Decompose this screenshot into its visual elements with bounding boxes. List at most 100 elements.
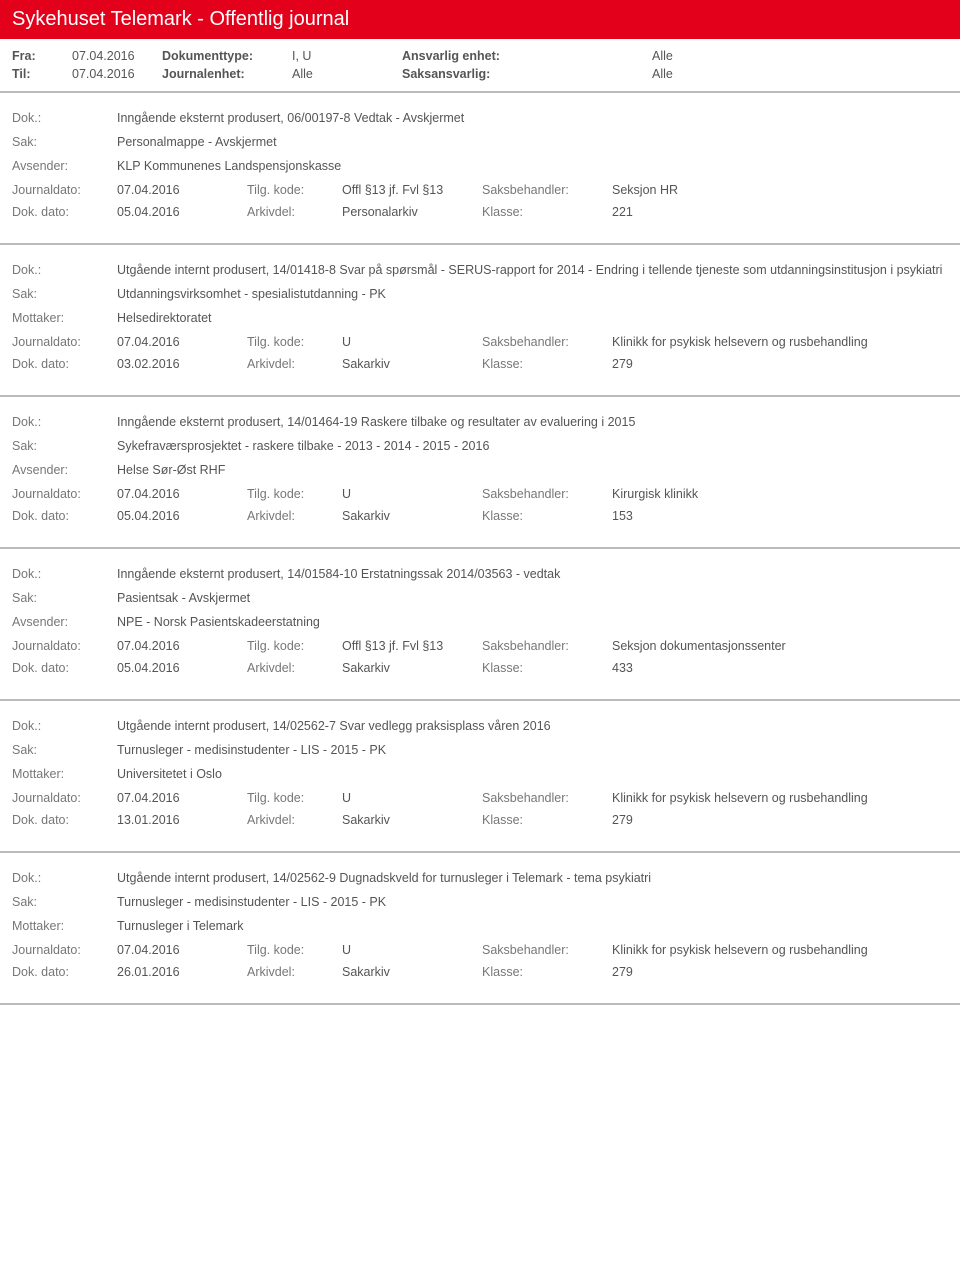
tilgkode-label: Tilg. kode: xyxy=(247,487,342,501)
journal-entry: Dok.: Inngående eksternt produsert, 14/0… xyxy=(0,397,960,549)
dok-label: Dok.: xyxy=(12,871,117,885)
dokdato-value: 05.04.2016 xyxy=(117,509,247,523)
sak-label: Sak: xyxy=(12,135,117,149)
klasse-value: 279 xyxy=(612,357,948,371)
arkivdel-label: Arkivdel: xyxy=(247,357,342,371)
ansvarlig-value: Alle xyxy=(652,49,673,63)
dokdato-value: 05.04.2016 xyxy=(117,205,247,219)
tilgkode-value: U xyxy=(342,943,482,957)
arkivdel-value: Sakarkiv xyxy=(342,509,482,523)
saksbehandler-value: Seksjon HR xyxy=(612,183,948,197)
journaldato-label: Journaldato: xyxy=(12,183,117,197)
tilgkode-label: Tilg. kode: xyxy=(247,791,342,805)
journaldato-label: Journaldato: xyxy=(12,943,117,957)
arkivdel-value: Sakarkiv xyxy=(342,813,482,827)
tilgkode-label: Tilg. kode: xyxy=(247,943,342,957)
journaldato-label: Journaldato: xyxy=(12,791,117,805)
journaldato-value: 07.04.2016 xyxy=(117,943,247,957)
dok-label: Dok.: xyxy=(12,567,117,581)
tilgkode-value: U xyxy=(342,335,482,349)
journal-entry: Dok.: Utgående internt produsert, 14/014… xyxy=(0,245,960,397)
arkivdel-label: Arkivdel: xyxy=(247,813,342,827)
klasse-label: Klasse: xyxy=(482,509,612,523)
dokdato-value: 13.01.2016 xyxy=(117,813,247,827)
journalenhet-label: Journalenhet: xyxy=(162,67,292,81)
dok-value: Inngående eksternt produsert, 06/00197-8… xyxy=(117,111,948,125)
tilgkode-value: U xyxy=(342,487,482,501)
sak-value: Turnusleger - medisinstudenter - LIS - 2… xyxy=(117,895,948,909)
arkivdel-label: Arkivdel: xyxy=(247,661,342,675)
klasse-label: Klasse: xyxy=(482,205,612,219)
party-value: Helse Sør-Øst RHF xyxy=(117,463,948,477)
saksbehandler-label: Saksbehandler: xyxy=(482,487,612,501)
klasse-label: Klasse: xyxy=(482,661,612,675)
saksbehandler-label: Saksbehandler: xyxy=(482,639,612,653)
journaldato-value: 07.04.2016 xyxy=(117,335,247,349)
doktype-value: I, U xyxy=(292,49,402,63)
dok-label: Dok.: xyxy=(12,719,117,733)
dok-label: Dok.: xyxy=(12,415,117,429)
party-value: Universitetet i Oslo xyxy=(117,767,948,781)
meta-bar: Fra: 07.04.2016 Dokumenttype: I, U Ansva… xyxy=(0,39,960,93)
party-label: Mottaker: xyxy=(12,767,117,781)
saksbehandler-value: Klinikk for psykisk helsevern og rusbeha… xyxy=(612,791,948,805)
saksbehandler-label: Saksbehandler: xyxy=(482,183,612,197)
dokdato-label: Dok. dato: xyxy=(12,965,117,979)
saksbehandler-value: Klinikk for psykisk helsevern og rusbeha… xyxy=(612,335,948,349)
party-value: NPE - Norsk Pasientskadeerstatning xyxy=(117,615,948,629)
arkivdel-value: Sakarkiv xyxy=(342,357,482,371)
arkivdel-value: Personalarkiv xyxy=(342,205,482,219)
party-label: Avsender: xyxy=(12,615,117,629)
klasse-label: Klasse: xyxy=(482,357,612,371)
journaldato-value: 07.04.2016 xyxy=(117,791,247,805)
arkivdel-label: Arkivdel: xyxy=(247,205,342,219)
saksbehandler-label: Saksbehandler: xyxy=(482,335,612,349)
sak-label: Sak: xyxy=(12,743,117,757)
dok-label: Dok.: xyxy=(12,111,117,125)
dok-value: Utgående internt produsert, 14/02562-9 D… xyxy=(117,871,948,885)
journal-entry: Dok.: Utgående internt produsert, 14/025… xyxy=(0,701,960,853)
dokdato-label: Dok. dato: xyxy=(12,813,117,827)
dokdato-value: 05.04.2016 xyxy=(117,661,247,675)
dok-label: Dok.: xyxy=(12,263,117,277)
klasse-value: 221 xyxy=(612,205,948,219)
dokdato-label: Dok. dato: xyxy=(12,357,117,371)
journal-entry: Dok.: Inngående eksternt produsert, 06/0… xyxy=(0,93,960,245)
party-label: Mottaker: xyxy=(12,311,117,325)
tilgkode-label: Tilg. kode: xyxy=(247,335,342,349)
arkivdel-value: Sakarkiv xyxy=(342,661,482,675)
sak-value: Pasientsak - Avskjermet xyxy=(117,591,948,605)
party-value: KLP Kommunenes Landspensjonskasse xyxy=(117,159,948,173)
party-label: Avsender: xyxy=(12,159,117,173)
dokdato-label: Dok. dato: xyxy=(12,205,117,219)
klasse-label: Klasse: xyxy=(482,813,612,827)
tilgkode-value: Offl §13 jf. Fvl §13 xyxy=(342,639,482,653)
sak-label: Sak: xyxy=(12,895,117,909)
journaldato-label: Journaldato: xyxy=(12,487,117,501)
ansvarlig-label: Ansvarlig enhet: xyxy=(402,49,652,63)
klasse-value: 153 xyxy=(612,509,948,523)
dokdato-label: Dok. dato: xyxy=(12,661,117,675)
party-label: Mottaker: xyxy=(12,919,117,933)
arkivdel-label: Arkivdel: xyxy=(247,965,342,979)
party-value: Helsedirektoratet xyxy=(117,311,948,325)
journaldato-value: 07.04.2016 xyxy=(117,639,247,653)
til-label: Til: xyxy=(12,67,72,81)
tilgkode-value: Offl §13 jf. Fvl §13 xyxy=(342,183,482,197)
journaldato-label: Journaldato: xyxy=(12,639,117,653)
arkivdel-label: Arkivdel: xyxy=(247,509,342,523)
fra-label: Fra: xyxy=(12,49,72,63)
doktype-label: Dokumenttype: xyxy=(162,49,292,63)
journaldato-value: 07.04.2016 xyxy=(117,487,247,501)
dok-value: Inngående eksternt produsert, 14/01584-1… xyxy=(117,567,948,581)
sak-label: Sak: xyxy=(12,287,117,301)
journal-entry: Dok.: Utgående internt produsert, 14/025… xyxy=(0,853,960,1005)
sak-value: Personalmappe - Avskjermet xyxy=(117,135,948,149)
saksbehandler-value: Kirurgisk klinikk xyxy=(612,487,948,501)
tilgkode-value: U xyxy=(342,791,482,805)
sak-label: Sak: xyxy=(12,591,117,605)
tilgkode-label: Tilg. kode: xyxy=(247,183,342,197)
journal-entry: Dok.: Inngående eksternt produsert, 14/0… xyxy=(0,549,960,701)
klasse-value: 279 xyxy=(612,965,948,979)
klasse-label: Klasse: xyxy=(482,965,612,979)
